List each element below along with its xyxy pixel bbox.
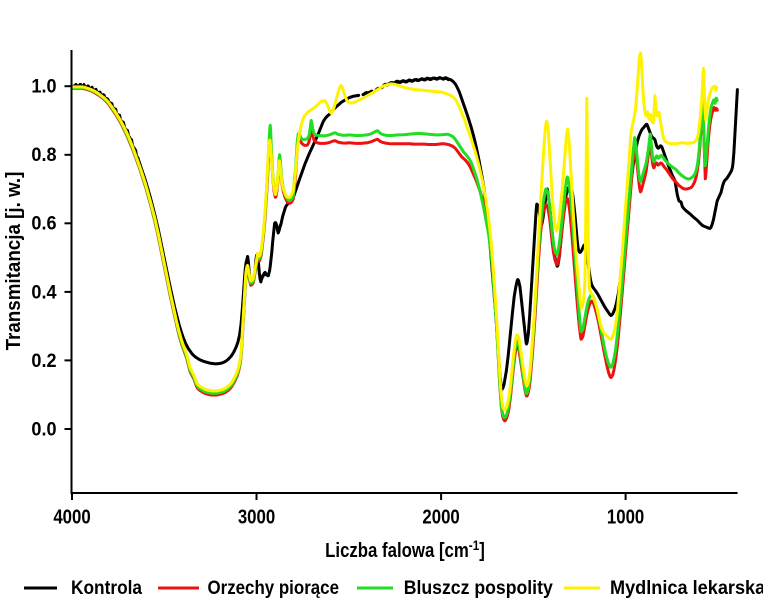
svg-text:0.8: 0.8 [31,144,56,166]
svg-text:3000: 3000 [238,505,275,528]
svg-text:Mydlnica lekarska: Mydlnica lekarska [610,577,763,598]
svg-text:0.4: 0.4 [31,281,57,303]
svg-text:Kontrola: Kontrola [71,577,143,598]
svg-text:Bluszcz pospolity: Bluszcz pospolity [404,576,554,598]
svg-text:2000: 2000 [422,505,459,528]
svg-text:1.0: 1.0 [31,75,56,97]
svg-text:4000: 4000 [53,505,90,528]
svg-text:Transmitancja [j. w.]: Transmitancja [j. w.] [2,172,25,351]
svg-text:1000: 1000 [607,505,644,528]
svg-text:0.2: 0.2 [31,349,56,371]
svg-text:Orzechy piorące: Orzechy piorące [208,577,339,598]
svg-text:0.0: 0.0 [31,418,56,440]
svg-text:Liczba falowa [cm-1]: Liczba falowa [cm-1] [325,537,485,561]
svg-text:0.6: 0.6 [31,212,56,234]
